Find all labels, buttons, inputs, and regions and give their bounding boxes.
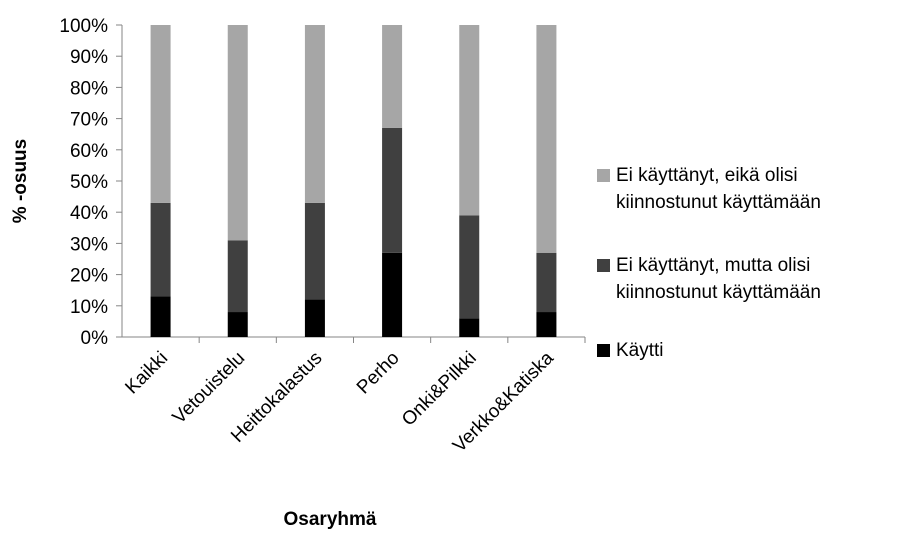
legend-label: Käytti [616,340,664,361]
bar-segment [304,25,325,203]
legend-item: Ei käyttänyt, mutta olisi kiinnostunut k… [597,252,902,306]
y-tick-label: 100% [59,16,108,37]
legend-item: Ei käyttänyt, eikä olisi kiinnostunut kä… [597,162,902,216]
legend-swatch [597,344,610,357]
bar-segment [536,252,557,313]
bar-segment [382,252,403,337]
bar-segment [459,25,480,216]
x-tick-label: Onki&Pilkki [398,348,481,431]
bar-segment [536,312,557,337]
legend-label: Ei käyttänyt, eikä olisi kiinnostunut kä… [616,165,821,213]
y-tick-label: 0% [81,328,109,349]
y-tick-label: 90% [70,47,108,68]
bar-segment [459,318,480,337]
y-tick-label: 70% [70,110,108,131]
bar-segment [536,25,557,253]
y-tick-label: 40% [70,203,108,224]
bar-segment [227,240,248,313]
x-axis-title: Osaryhmä [284,509,377,530]
bar-segment [227,312,248,337]
legend-swatch [597,259,610,272]
legend-swatch [597,169,610,182]
y-tick-label: 50% [70,172,108,193]
bar-segment [382,127,403,253]
bar-segment [304,202,325,300]
bar-segment [227,25,248,241]
y-axis-title: % -osuus [10,139,31,223]
bar-segment [150,25,171,203]
x-tick-label: Vetouistelu [169,348,250,429]
y-tick-label: 20% [70,266,108,287]
bar-segment [459,215,480,319]
y-tick-label: 10% [70,297,108,318]
bar-segment [150,202,171,297]
bar-segment [150,296,171,337]
y-tick-label: 80% [70,78,108,99]
bar-segment [304,299,325,337]
bar-segment [382,25,403,128]
legend-label: Ei käyttänyt, mutta olisi kiinnostunut k… [616,255,821,303]
y-tick-label: 30% [70,234,108,255]
legend-item: Käytti [597,337,902,364]
x-tick-label: Perho [353,348,404,399]
y-tick-label: 60% [70,141,108,162]
x-tick-label: Kaikki [121,348,172,399]
